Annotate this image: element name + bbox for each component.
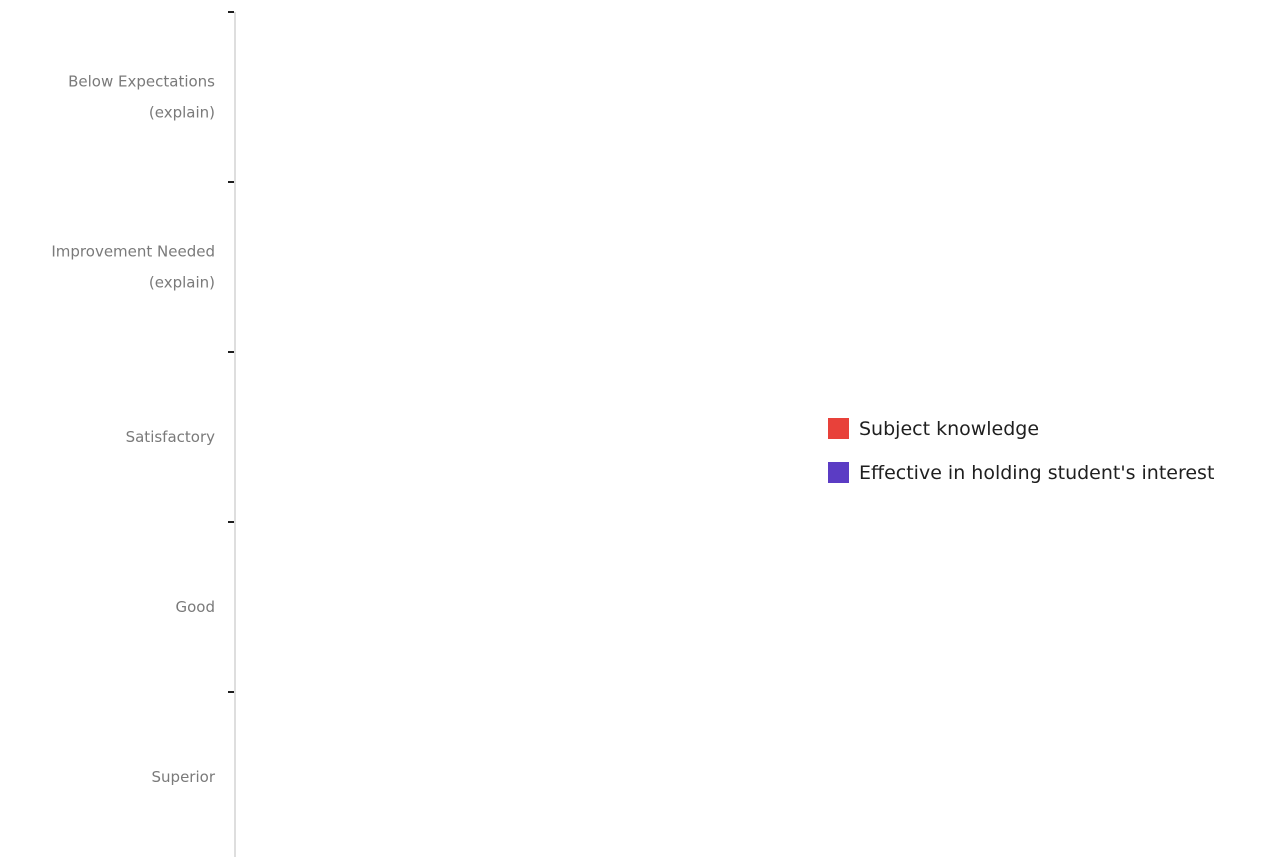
legend-swatch — [828, 418, 849, 439]
category-label: Satisfactory — [126, 428, 216, 446]
legend-item: Effective in holding student's interest — [828, 462, 1214, 484]
legend-swatch — [828, 462, 849, 483]
category-label: Good — [176, 598, 216, 616]
category-label: Improvement Needed (explain) — [51, 243, 215, 292]
legend-label: Effective in holding student's interest — [859, 462, 1214, 484]
category-labels: Below Expectations (explain) Improvement N… — [51, 73, 215, 787]
y-axis — [228, 11, 236, 857]
legend-item: Subject knowledge — [828, 418, 1039, 440]
category-label: Below Expectations (explain) — [68, 73, 215, 122]
legend-label: Subject knowledge — [859, 418, 1039, 440]
category-label: Superior — [152, 768, 216, 786]
legend: Subject knowledge Effective in holding st… — [828, 418, 1214, 484]
